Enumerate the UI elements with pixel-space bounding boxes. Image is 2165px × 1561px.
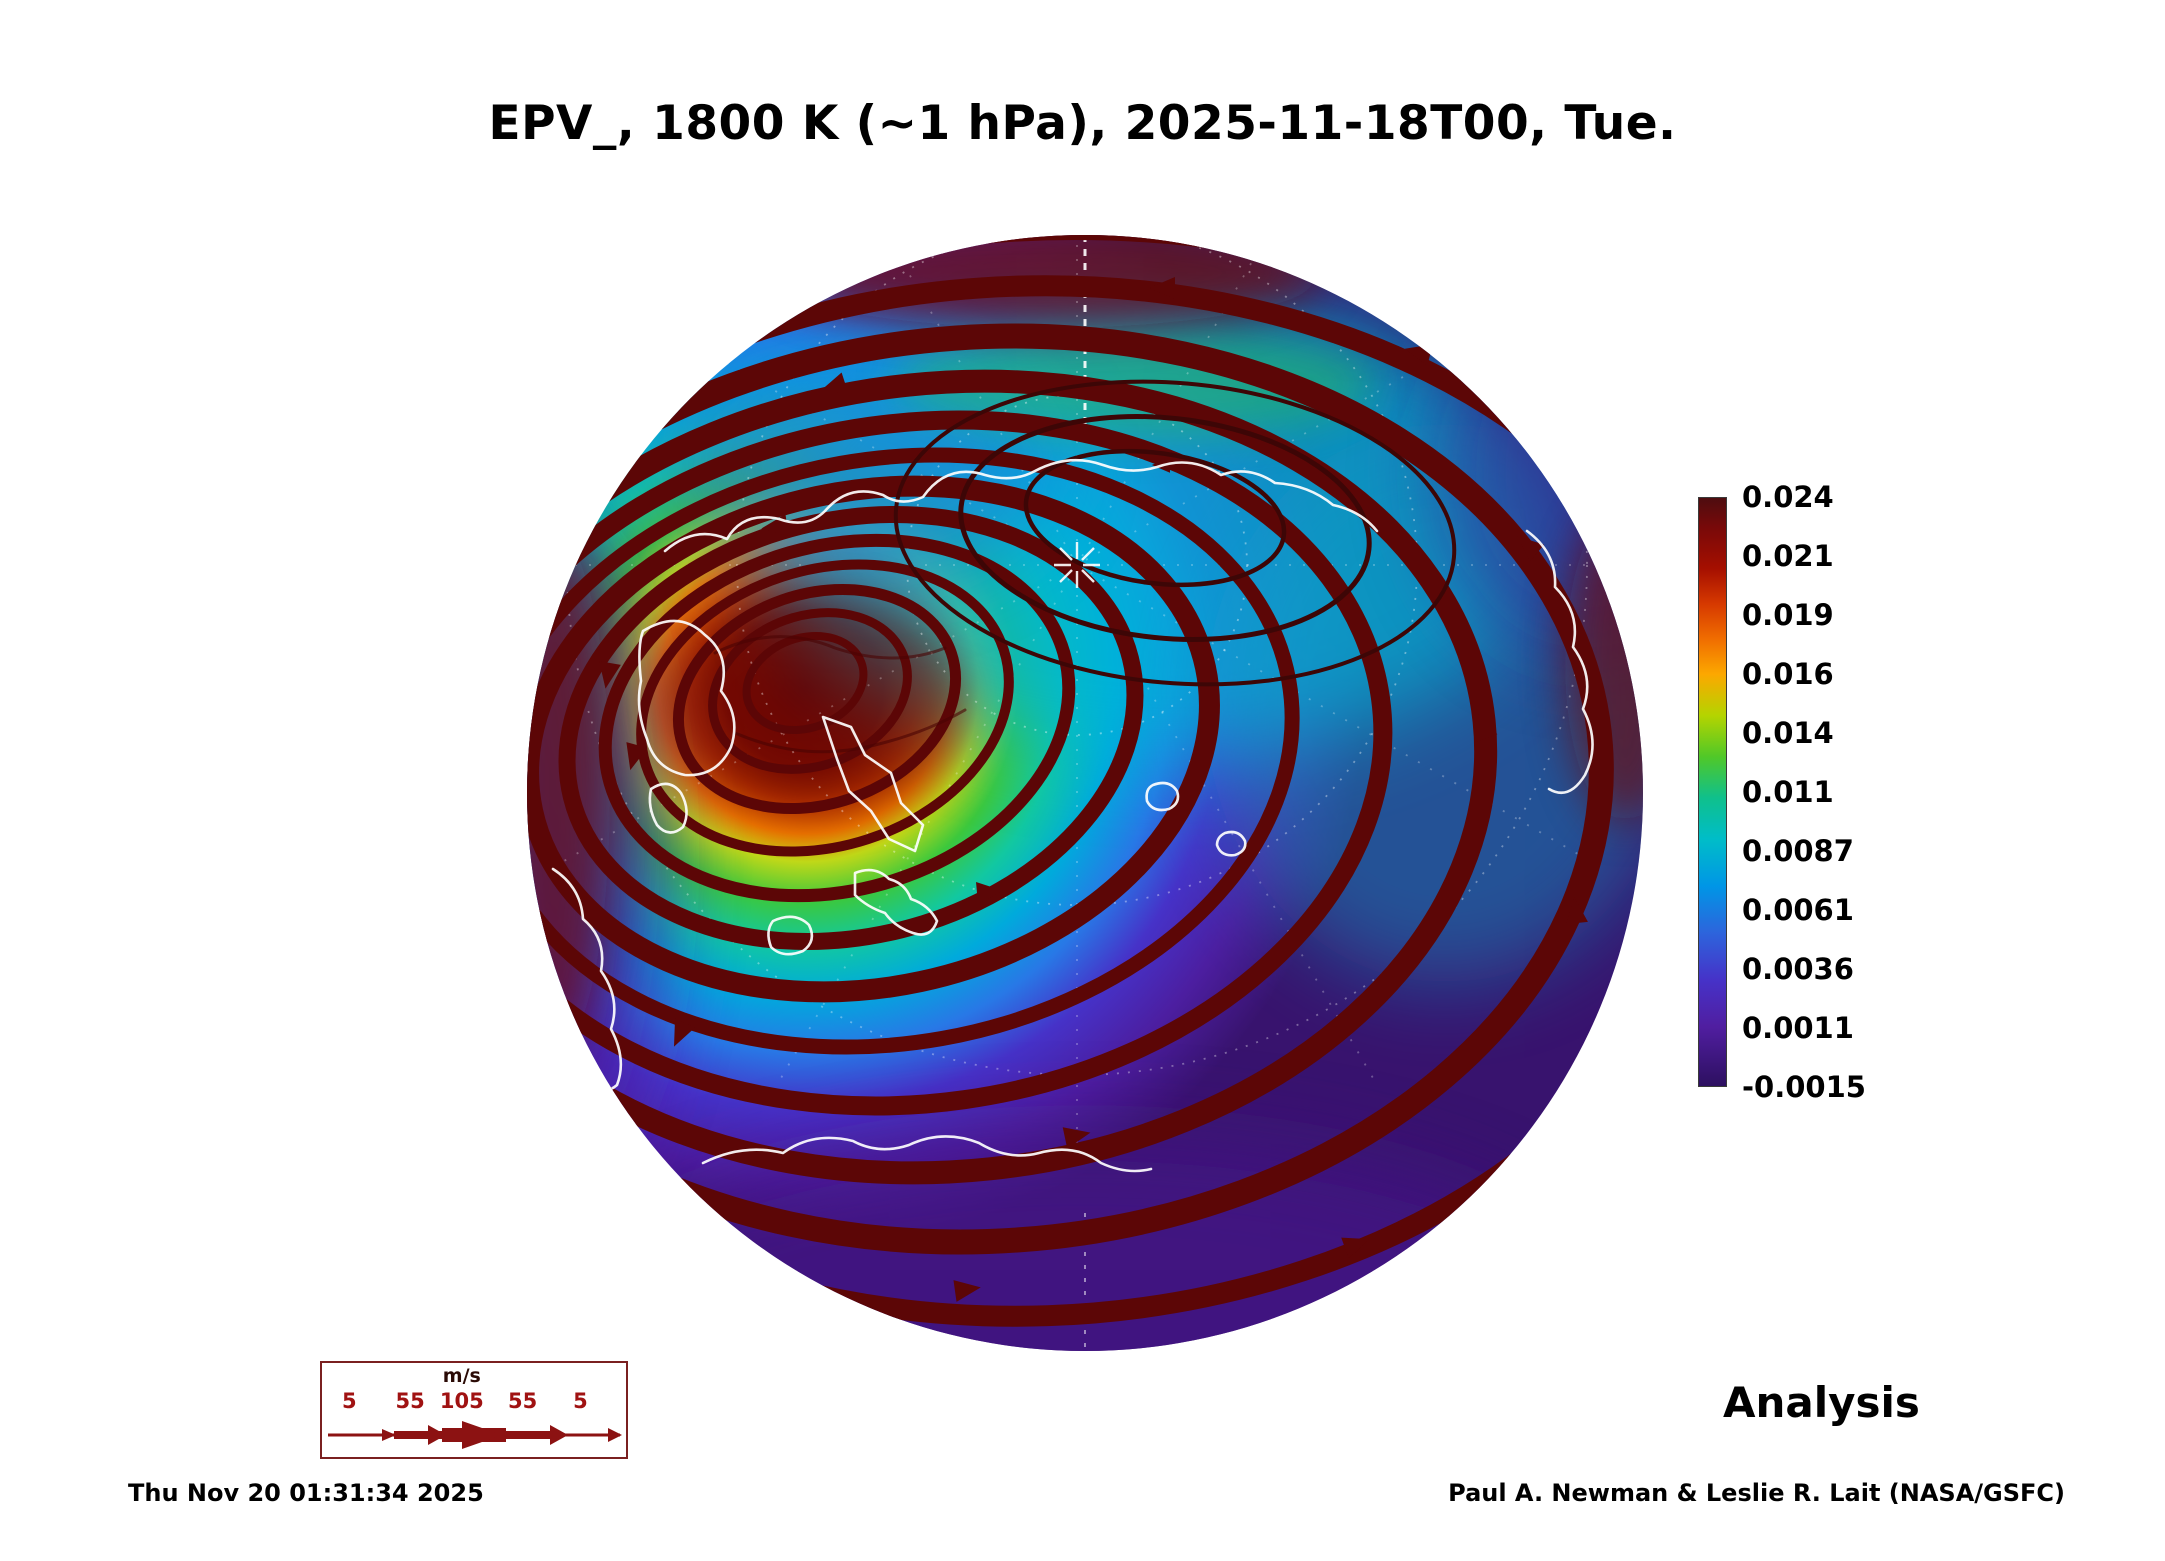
- coastline: [853, 868, 939, 936]
- colorbar-tick-label: 0.019: [1742, 598, 1834, 632]
- colorbar-gradient: [1698, 497, 1727, 1087]
- coastline: [1215, 830, 1247, 857]
- streamline-arrows: [599, 277, 1588, 1302]
- pole-marker: [1054, 542, 1100, 588]
- coastline: [821, 715, 925, 853]
- wind-speed-arrow-scale: [328, 1421, 622, 1449]
- creation-timestamp: Thu Nov 20 01:31:34 2025: [128, 1479, 484, 1507]
- credit-line: Paul A. Newman & Leslie R. Lait (NASA/GS…: [1448, 1479, 2065, 1507]
- wind-arrowhead: [462, 1421, 502, 1449]
- wind-legend-value: 55: [508, 1389, 538, 1413]
- polar-map-svg: [527, 235, 1643, 1351]
- wind-arrowhead: [382, 1429, 396, 1441]
- colorbar-tick-label: 0.011: [1742, 775, 1834, 809]
- coastline: [767, 915, 814, 956]
- plot-title: EPV_, 1800 K (~1 hPa), 2025-11-18T00, Tu…: [488, 96, 1677, 151]
- coastline: [551, 867, 623, 1092]
- wind-legend-value: 105: [439, 1389, 484, 1413]
- colorbar-tick-label: 0.014: [1742, 716, 1834, 750]
- analysis-label: Analysis: [1723, 1378, 1920, 1427]
- coastline: [637, 619, 736, 777]
- colorbar-tick-label: -0.0015: [1742, 1070, 1866, 1104]
- coastline: [1525, 529, 1594, 794]
- wind-speed-legend: m/s 5 55 105 55 5: [320, 1361, 628, 1459]
- colorbar: 0.024 0.021 0.019 0.016 0.014 0.011 0.00…: [1742, 480, 1922, 1120]
- colorbar-tick-label: 0.016: [1742, 657, 1834, 691]
- coastline: [701, 1135, 1153, 1173]
- wind-arrowhead: [550, 1425, 568, 1445]
- streamlines: [527, 235, 1643, 1351]
- polar-map: [525, 233, 1645, 1353]
- wind-legend-value: 5: [573, 1389, 588, 1413]
- coastlines: [551, 458, 1594, 1173]
- wind-arrowhead: [428, 1425, 446, 1445]
- wind-legend-value: 5: [342, 1389, 357, 1413]
- wind-arrowhead: [608, 1428, 622, 1442]
- colorbar-tick-label: 0.021: [1742, 539, 1834, 573]
- colorbar-tick-label: 0.0061: [1742, 893, 1854, 927]
- wind-legend-unit: m/s: [442, 1365, 481, 1387]
- coastline: [648, 782, 688, 834]
- wind-legend-value: 55: [395, 1389, 425, 1413]
- colorbar-tick-label: 0.0036: [1742, 952, 1854, 986]
- colorbar-tick-label: 0.0011: [1742, 1011, 1854, 1045]
- colorbar-tick-label: 0.024: [1742, 480, 1834, 514]
- coastline: [1145, 781, 1180, 812]
- colorbar-tick-label: 0.0087: [1742, 834, 1854, 868]
- coastline: [663, 458, 1379, 553]
